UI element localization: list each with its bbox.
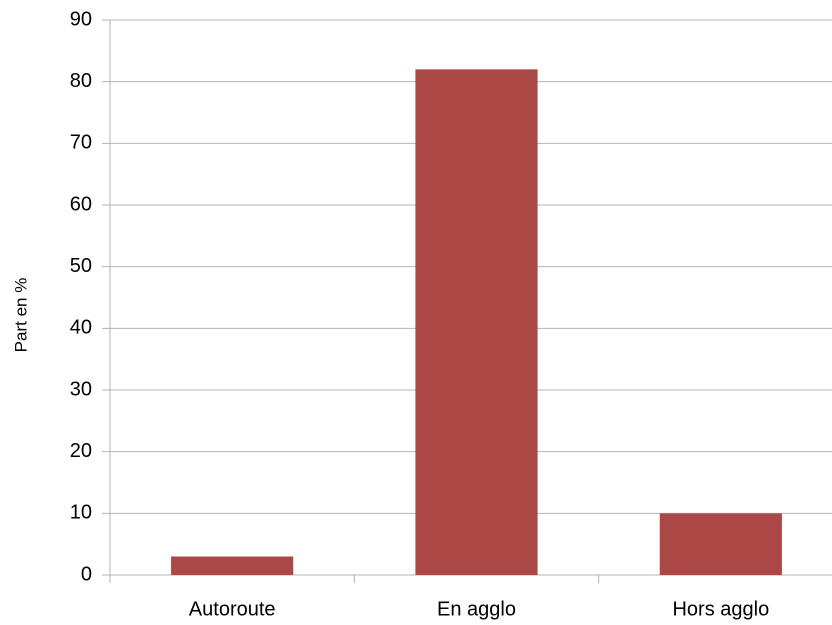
y-tick-label: 70 (70, 132, 92, 154)
bar (171, 556, 294, 575)
y-tick-label: 20 (70, 440, 92, 462)
y-axis-label: Part en % (11, 278, 30, 353)
x-tick-label: Hors agglo (672, 598, 769, 620)
y-tick-label: 50 (70, 255, 92, 277)
y-tick-label: 10 (70, 502, 92, 524)
y-tick-label: 80 (70, 70, 92, 92)
y-tick-label: 60 (70, 193, 92, 215)
bar (659, 513, 782, 575)
y-tick-label: 0 (81, 563, 92, 585)
y-tick-label: 30 (70, 378, 92, 400)
bar (415, 69, 538, 575)
x-tick-label: Autoroute (189, 598, 276, 620)
x-tick-label: En agglo (437, 598, 516, 620)
y-tick-label: 90 (70, 8, 92, 30)
y-tick-label: 40 (70, 317, 92, 339)
